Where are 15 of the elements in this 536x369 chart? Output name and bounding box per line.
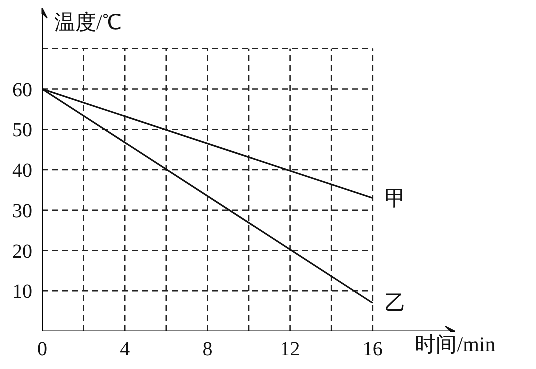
y-tick-label: 60 xyxy=(12,79,32,102)
y-tick-label: 30 xyxy=(12,200,32,222)
x-tick-label: 4 xyxy=(120,338,130,360)
series-label: 乙 xyxy=(384,291,406,316)
x-tick-label: 12 xyxy=(280,338,300,360)
y-tick-label: 20 xyxy=(12,240,32,263)
y-axis-title: 温度/℃ xyxy=(54,10,122,34)
y-tick-label: 10 xyxy=(12,281,32,304)
y-tick-label: 50 xyxy=(12,120,32,142)
x-tick-label: 0 xyxy=(38,338,48,360)
x-axis-title: 时间/min xyxy=(415,332,496,356)
x-tick-label: 8 xyxy=(202,338,213,360)
series-label: 甲 xyxy=(384,186,406,210)
x-tick-label: 16 xyxy=(362,338,383,360)
y-tick-label: 40 xyxy=(12,160,32,182)
